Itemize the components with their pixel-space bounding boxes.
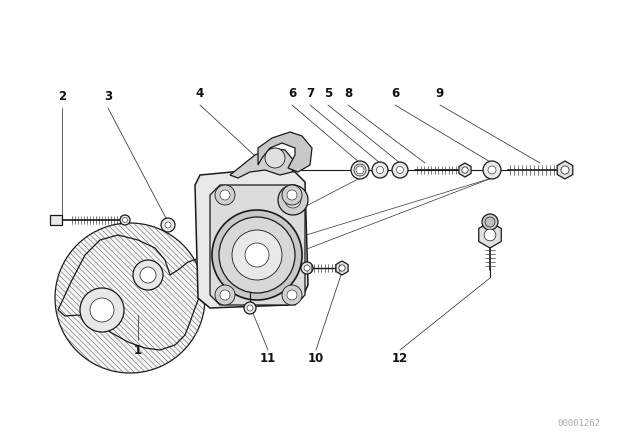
Circle shape	[161, 218, 175, 232]
Text: 00001262: 00001262	[557, 419, 600, 428]
Circle shape	[122, 217, 127, 223]
Circle shape	[397, 167, 403, 173]
Text: 6: 6	[288, 86, 296, 99]
Circle shape	[485, 217, 495, 227]
Circle shape	[80, 288, 124, 332]
Circle shape	[282, 285, 302, 305]
Text: 8: 8	[344, 86, 352, 99]
Text: 5: 5	[324, 86, 332, 99]
Text: 2: 2	[58, 90, 66, 103]
FancyBboxPatch shape	[50, 215, 62, 225]
Polygon shape	[195, 168, 308, 308]
Circle shape	[120, 215, 130, 225]
Text: 7: 7	[306, 86, 314, 99]
Circle shape	[244, 302, 256, 314]
Circle shape	[247, 305, 253, 311]
Circle shape	[215, 285, 235, 305]
Text: 6: 6	[391, 86, 399, 99]
Text: 10: 10	[308, 352, 324, 365]
Circle shape	[372, 162, 388, 178]
Text: 9: 9	[436, 86, 444, 99]
Circle shape	[462, 167, 468, 173]
Circle shape	[287, 190, 297, 200]
Circle shape	[278, 185, 308, 215]
Circle shape	[212, 210, 302, 300]
Circle shape	[245, 243, 269, 267]
Circle shape	[265, 148, 285, 168]
Polygon shape	[557, 161, 573, 179]
Circle shape	[483, 161, 501, 179]
Circle shape	[561, 166, 569, 174]
Circle shape	[140, 267, 156, 283]
Polygon shape	[336, 261, 348, 275]
Circle shape	[282, 185, 302, 205]
Polygon shape	[210, 185, 305, 305]
Text: 11: 11	[260, 352, 276, 365]
Circle shape	[215, 185, 235, 205]
Text: 1: 1	[134, 344, 142, 357]
Circle shape	[287, 290, 297, 300]
Polygon shape	[479, 222, 501, 248]
Circle shape	[356, 166, 364, 174]
Circle shape	[165, 222, 171, 228]
Circle shape	[285, 192, 301, 208]
Polygon shape	[55, 223, 205, 373]
Circle shape	[304, 265, 310, 271]
Circle shape	[488, 166, 496, 174]
Circle shape	[339, 265, 345, 271]
Polygon shape	[459, 163, 471, 177]
Text: 3: 3	[104, 90, 112, 103]
Circle shape	[219, 217, 295, 293]
Circle shape	[376, 167, 383, 173]
Circle shape	[351, 161, 369, 179]
Circle shape	[484, 229, 496, 241]
Polygon shape	[230, 148, 295, 178]
Circle shape	[133, 260, 163, 290]
Circle shape	[301, 262, 313, 274]
Circle shape	[232, 230, 282, 280]
Circle shape	[392, 162, 408, 178]
Polygon shape	[258, 132, 312, 172]
Text: 4: 4	[196, 86, 204, 99]
Circle shape	[90, 298, 114, 322]
Text: 12: 12	[392, 352, 408, 365]
Circle shape	[482, 214, 498, 230]
Circle shape	[220, 290, 230, 300]
Circle shape	[220, 190, 230, 200]
